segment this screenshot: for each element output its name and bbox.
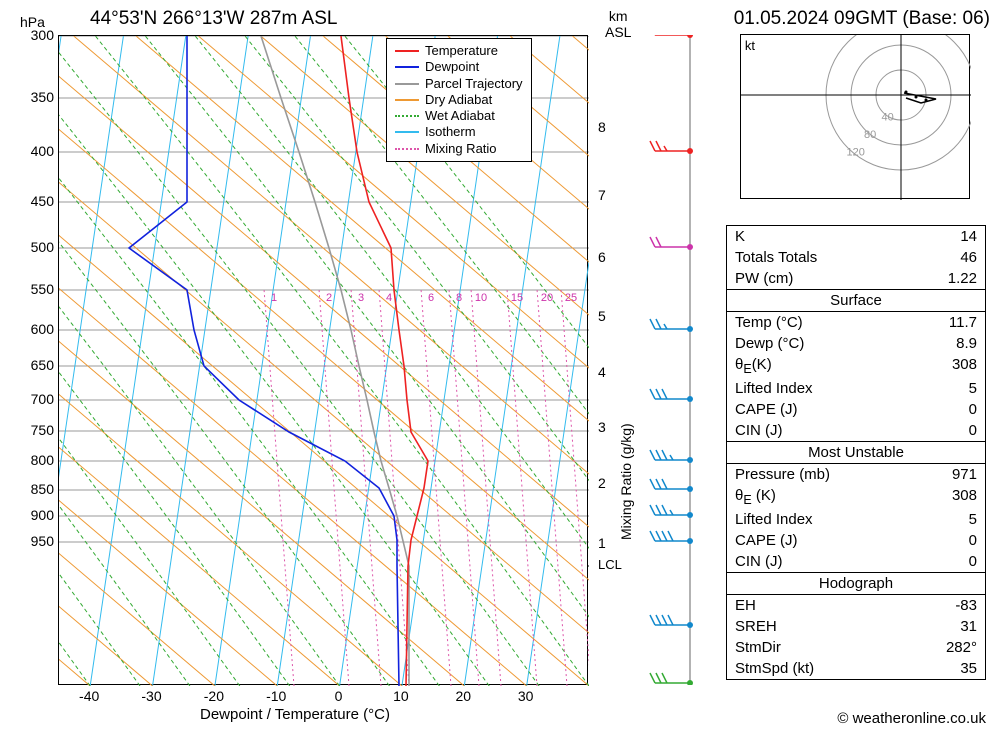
stats-row: StmDir282° [727,637,985,658]
xtick-temp: -30 [132,688,172,704]
title-location: 44°53'N 266°13'W 287m ASL [90,8,337,30]
svg-text:40: 40 [882,112,894,124]
legend-item: Dewpoint [395,59,523,75]
y-axis-km-label: kmASL [605,8,631,40]
stats-row: Lifted Index5 [727,378,985,399]
xtick-temp: -10 [256,688,296,704]
svg-text:15: 15 [511,292,523,304]
ytick-hpa: 850 [20,481,54,497]
svg-text:20: 20 [541,292,553,304]
stats-row: PW (cm)1.22 [727,268,985,289]
ytick-km: 2 [598,475,606,491]
stats-hodo-header: Hodograph [727,572,985,595]
ytick-km: 4 [598,364,606,380]
svg-text:2: 2 [326,292,332,304]
legend-item: Temperature [395,43,523,59]
ytick-hpa: 300 [20,27,54,43]
wind-barb-column [640,35,700,685]
ytick-hpa: 750 [20,422,54,438]
ytick-hpa: 800 [20,452,54,468]
legend-item: Isotherm [395,124,523,140]
ytick-hpa: 650 [20,357,54,373]
stats-surface-header: Surface [727,289,985,312]
legend-item: Dry Adiabat [395,92,523,108]
xtick-temp: -20 [194,688,234,704]
legend-item: Parcel Trajectory [395,76,523,92]
legend-item: Mixing Ratio [395,141,523,157]
lcl-label: LCL [598,557,622,572]
ytick-km: 6 [598,249,606,265]
hodograph-unit: kt [745,38,755,53]
ytick-km: 3 [598,419,606,435]
stats-row: CAPE (J)0 [727,399,985,420]
ytick-km: 5 [598,308,606,324]
stats-row: CIN (J)0 [727,420,985,441]
x-axis-label: Dewpoint / Temperature (°C) [200,706,390,723]
stats-row: StmSpd (kt)35 [727,658,985,679]
ytick-hpa: 600 [20,321,54,337]
stats-row: θE(K)308 [727,354,985,378]
xtick-temp: 10 [381,688,421,704]
svg-text:120: 120 [847,147,865,159]
svg-text:10: 10 [475,292,487,304]
svg-text:80: 80 [864,129,876,141]
chart-legend: TemperatureDewpointParcel TrajectoryDry … [386,38,532,162]
stats-row: Pressure (mb)971 [727,464,985,485]
ytick-km: 8 [598,119,606,135]
copyright-text: © weatheronline.co.uk [837,710,986,727]
ytick-km: 1 [598,535,606,551]
xtick-temp: 0 [319,688,359,704]
svg-text:1: 1 [271,292,277,304]
mixing-ratio-axis-label: Mixing Ratio (g/kg) [618,423,634,540]
ytick-hpa: 500 [20,239,54,255]
stats-row: CAPE (J)0 [727,530,985,551]
stats-row: EH-83 [727,595,985,616]
stats-row: Temp (°C)11.7 [727,312,985,333]
stats-row: CIN (J)0 [727,551,985,572]
stats-mu-header: Most Unstable [727,441,985,464]
stats-row: θE (K)308 [727,485,985,509]
ytick-hpa: 550 [20,281,54,297]
ytick-hpa: 900 [20,507,54,523]
xtick-temp: 30 [506,688,546,704]
svg-text:4: 4 [386,292,392,304]
hodograph: 120 80 40 [740,34,970,199]
ytick-hpa: 350 [20,89,54,105]
stats-panel: K14Totals Totals46PW (cm)1.22 Surface Te… [726,225,986,680]
ytick-hpa: 450 [20,193,54,209]
ytick-hpa: 700 [20,391,54,407]
stats-row: Dewp (°C)8.9 [727,333,985,354]
stats-row: Totals Totals46 [727,247,985,268]
xtick-temp: -40 [69,688,109,704]
title-datetime: 01.05.2024 09GMT (Base: 06) [734,8,990,30]
legend-item: Wet Adiabat [395,108,523,124]
svg-text:6: 6 [428,292,434,304]
stats-row: SREH31 [727,616,985,637]
svg-text:3: 3 [358,292,364,304]
stats-row: K14 [727,226,985,247]
svg-text:25: 25 [565,292,577,304]
svg-text:8: 8 [456,292,462,304]
ytick-hpa: 400 [20,143,54,159]
xtick-temp: 20 [443,688,483,704]
stats-row: Lifted Index5 [727,509,985,530]
ytick-km: 7 [598,187,606,203]
ytick-hpa: 950 [20,533,54,549]
